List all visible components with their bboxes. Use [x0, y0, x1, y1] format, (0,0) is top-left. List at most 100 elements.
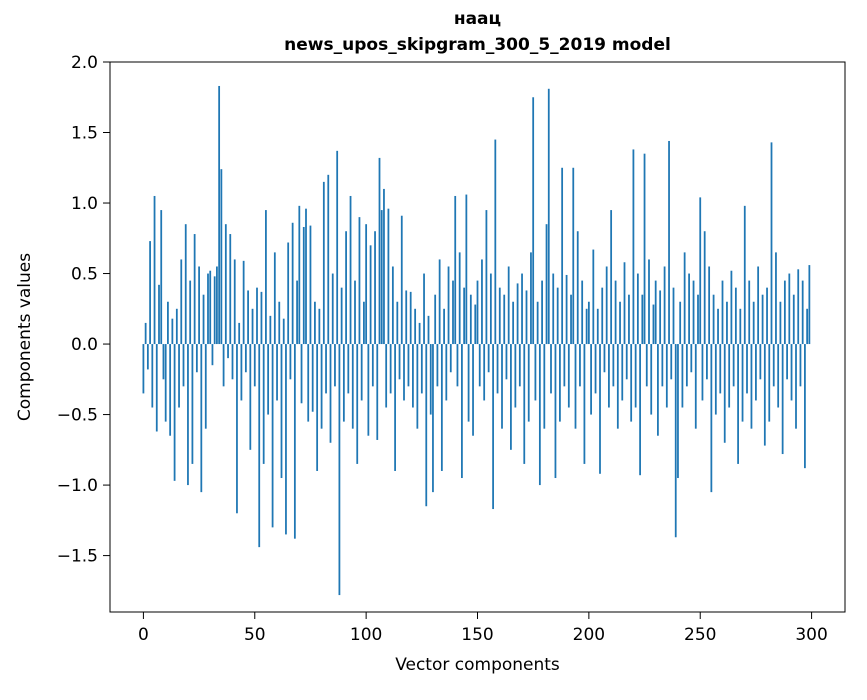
bar: [690, 344, 693, 373]
bar: [242, 260, 245, 345]
bar: [652, 304, 655, 345]
bar: [561, 167, 564, 345]
bar: [534, 344, 537, 401]
bar: [643, 153, 646, 345]
bar: [256, 287, 258, 345]
bar: [630, 344, 633, 422]
bar: [507, 266, 510, 345]
bar: [521, 273, 523, 345]
bar: [732, 344, 735, 387]
chart-subtitle: news_upos_skipgram_300_5_2019 model: [284, 35, 671, 55]
bar: [258, 344, 261, 548]
bar: [639, 344, 641, 476]
bar: [485, 210, 488, 345]
bar: [231, 344, 234, 380]
bar: [293, 344, 296, 539]
bar: [271, 344, 274, 528]
bar: [777, 344, 780, 408]
bar: [712, 294, 715, 345]
bar: [287, 242, 290, 345]
bar: [180, 259, 183, 345]
bar: [730, 270, 733, 345]
x-tick-label: 0: [138, 625, 149, 645]
bar: [788, 273, 791, 345]
bar: [336, 150, 339, 345]
bar: [378, 157, 381, 345]
bar: [734, 287, 737, 345]
bar: [338, 344, 341, 596]
bar: [527, 344, 530, 422]
bar: [155, 344, 158, 432]
bar: [474, 304, 477, 345]
bar: [797, 269, 800, 345]
bar: [262, 344, 265, 464]
x-axis-label: Vector components: [395, 655, 560, 675]
bar: [280, 344, 283, 479]
bar: [772, 344, 775, 387]
bar: [211, 344, 214, 366]
bar: [603, 344, 606, 373]
bar: [612, 344, 615, 387]
bar: [316, 344, 319, 471]
bar: [454, 195, 457, 345]
bar: [427, 315, 430, 345]
bar: [253, 344, 256, 387]
bar: [808, 265, 811, 345]
bar: [320, 344, 323, 429]
bar: [224, 224, 227, 345]
bar: [619, 301, 621, 345]
bar: [423, 273, 425, 345]
bar: [759, 344, 762, 380]
plot-border: [109, 61, 846, 613]
bar: [191, 344, 194, 464]
bar: [679, 301, 682, 345]
bar: [354, 280, 356, 345]
bar: [325, 344, 327, 394]
bar: [628, 294, 630, 345]
bar: [227, 344, 229, 359]
bar: [233, 259, 236, 345]
bar: [291, 222, 294, 345]
bar: [768, 344, 771, 422]
bar: [158, 284, 160, 345]
bar: [385, 344, 388, 408]
bar: [541, 280, 543, 345]
bar: [594, 344, 597, 394]
bar: [394, 344, 396, 471]
bar: [398, 344, 401, 380]
bar: [340, 287, 343, 345]
bar: [701, 344, 704, 401]
bar: [436, 344, 439, 387]
bar: [559, 344, 561, 422]
bar: [151, 344, 154, 408]
bar: [799, 344, 802, 387]
bar: [536, 301, 539, 345]
bar: [743, 205, 746, 345]
bar: [750, 344, 753, 429]
bar: [153, 195, 156, 345]
bar: [650, 344, 653, 415]
bar: [458, 252, 461, 345]
bar: [216, 266, 218, 345]
bar: [746, 344, 748, 394]
bar: [380, 210, 383, 345]
bar: [585, 308, 588, 345]
bar: [579, 344, 581, 387]
bar: [721, 280, 724, 345]
bar: [220, 169, 223, 345]
bar: [389, 344, 392, 394]
bar: [409, 291, 412, 345]
bar: [688, 273, 690, 345]
bar: [685, 344, 688, 387]
bar: [449, 344, 452, 373]
bar: [420, 344, 423, 394]
bar: [307, 344, 310, 422]
bar: [587, 301, 590, 345]
bar: [244, 344, 247, 373]
bar: [461, 344, 463, 479]
x-tick-label: 50: [244, 625, 266, 645]
bar: [407, 344, 410, 387]
bar: [726, 301, 728, 345]
bar: [144, 322, 147, 345]
bar: [699, 197, 702, 345]
